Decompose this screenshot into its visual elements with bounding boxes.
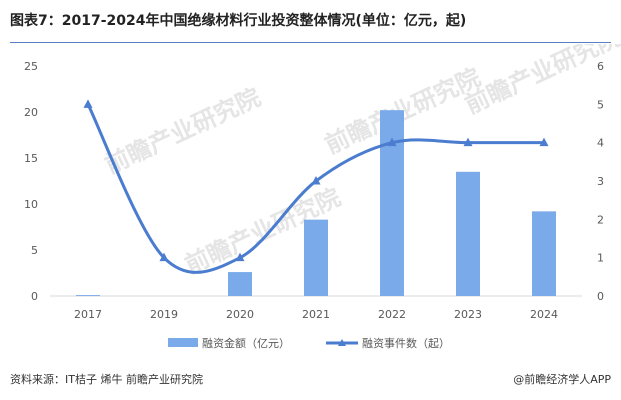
legend-bar-swatch — [168, 338, 198, 347]
y-left-tick-label: 5 — [31, 244, 38, 257]
y-right-tick-label: 0 — [597, 290, 604, 303]
line-marker — [159, 252, 169, 262]
y-left-tick-label: 10 — [24, 198, 38, 211]
y-left-tick-label: 20 — [24, 106, 38, 119]
watermark-text: 前瞻产业研究院 — [101, 83, 265, 179]
bar — [456, 171, 480, 296]
x-tick-label: 2021 — [302, 308, 330, 321]
brand-credit: @前瞻经济学人APP — [513, 373, 611, 386]
line-path — [86, 103, 544, 274]
y-left-tick-label: 15 — [24, 152, 38, 165]
y-right-tick-label: 2 — [597, 213, 604, 226]
line-marker — [83, 99, 93, 108]
bar — [304, 219, 328, 296]
x-tick-label: 2023 — [454, 308, 482, 321]
bar — [228, 272, 252, 296]
y-left-tick-label: 25 — [24, 60, 38, 73]
line-marker — [235, 252, 245, 262]
legend: 融资金额（亿元） 融资事件数（起） — [168, 336, 450, 350]
title-divider — [10, 42, 611, 43]
y-right-tick-label: 5 — [597, 98, 604, 111]
y-right-tick-label: 1 — [597, 252, 604, 265]
y-axis-left: 0 5 10 15 20 25 — [24, 60, 38, 303]
x-tick-label: 2020 — [226, 308, 254, 321]
line-series — [83, 99, 549, 274]
chart-area: 前瞻产业研究院前瞻产业研究院前瞻产业研究院前瞻产业研究院 0510152025 … — [24, 44, 621, 350]
x-tick-label: 2024 — [530, 308, 558, 321]
line-marker — [539, 137, 549, 147]
legend-line-label: 融资事件数（起） — [362, 337, 450, 350]
x-axis: 2017 2019 2020 2021 2022 2023 2024 — [50, 295, 582, 321]
legend-bar-label: 融资金额（亿元） — [202, 336, 290, 350]
x-tick-label: 2017 — [74, 308, 102, 321]
y-right-tick-label: 4 — [597, 137, 604, 150]
y-right-tick-label: 3 — [597, 175, 604, 188]
line-marker — [311, 176, 321, 185]
source-note: 资料来源：IT桔子 烯牛 前瞻产业研究院 — [10, 373, 203, 386]
line-marker — [463, 137, 473, 147]
bar — [76, 295, 100, 296]
y-left-tick-label: 0 — [31, 290, 38, 303]
chart-title: 图表7：2017-2024年中国绝缘材料行业投资整体情况(单位：亿元，起) — [10, 13, 467, 29]
y-axis-right: 0 1 2 3 4 5 6 — [597, 60, 604, 303]
x-tick-label: 2022 — [378, 308, 406, 321]
y-right-tick-label: 6 — [597, 60, 604, 73]
x-tick-label: 2019 — [150, 308, 178, 321]
bar — [532, 211, 556, 296]
line-marker — [387, 137, 397, 147]
legend-line-marker — [338, 339, 346, 346]
